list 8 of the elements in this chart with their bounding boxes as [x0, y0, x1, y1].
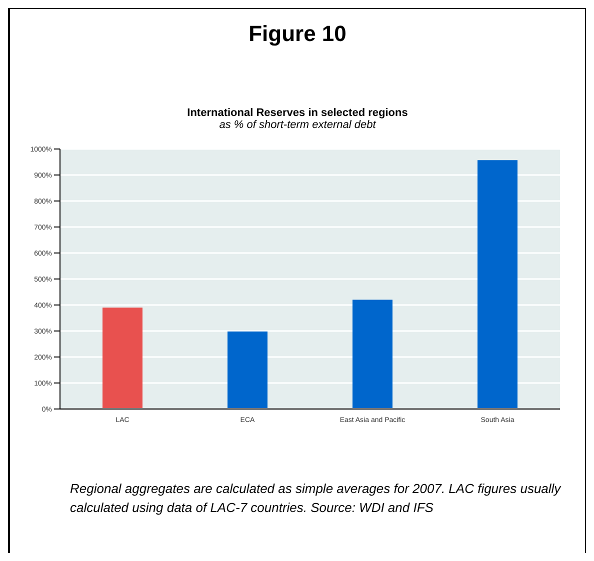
- bar: [102, 308, 142, 409]
- chart-title: International Reserves in selected regions: [186, 107, 409, 119]
- text: Regional aggregates are calculated as simple averages for 2007. LAC figures usually calculated using data of LAC-7 countries. Source: WDI and IFS: [70, 480, 562, 517]
- bar: [352, 300, 392, 409]
- bar: [228, 332, 268, 409]
- bar: [478, 160, 518, 409]
- caption: Figure 10: [248, 21, 348, 47]
- chart-subtitle: as % of short-term external debt: [218, 119, 378, 131]
